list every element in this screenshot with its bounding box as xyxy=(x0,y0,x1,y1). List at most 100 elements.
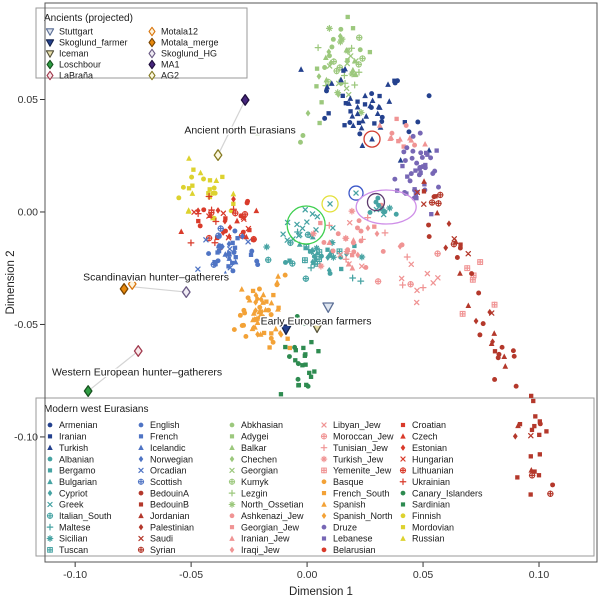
modern-legend-item: Estonian xyxy=(400,443,447,453)
modern-legend-item: Hungarian xyxy=(400,454,454,464)
cluster-northeast-europe xyxy=(176,155,237,221)
modern-legend-item: Czech xyxy=(400,432,438,442)
scatter-points xyxy=(176,14,556,498)
modern-legend-item: Basque xyxy=(321,477,364,487)
modern-legend-item: Tunisian_Jew xyxy=(320,443,388,453)
modern-legend-item: Lebanese xyxy=(321,534,373,544)
axes: -0.10 -0.05 0.00 0.05 0.10 0.05 0.00 -0.05 -0.10… xyxy=(5,2,598,598)
cluster-iberia-france xyxy=(231,272,292,351)
modern-legend-label: North_Ossetian xyxy=(241,500,304,510)
modern-legend-label: Sicilian xyxy=(59,534,88,544)
modern-legend-item: Spanish xyxy=(321,500,366,510)
ancient-sample-Iceman xyxy=(311,322,323,334)
x-axis-title: Dimension 1 xyxy=(289,586,353,598)
modern-legend-item: Georgian xyxy=(229,466,278,476)
x-tick-label: 0.05 xyxy=(413,569,434,581)
modern-legend-label: Turkish_Jew xyxy=(333,454,384,464)
modern-legend: Modern west EurasiansArmenianIranianTurk… xyxy=(35,397,595,557)
modern-legend-label: Estonian xyxy=(412,443,447,453)
modern-legend-label: French xyxy=(150,432,178,442)
modern-legend-label: Basque xyxy=(333,477,364,487)
ancient-sample-Stuttgart xyxy=(322,302,335,314)
modern-legend-label: Armenian xyxy=(59,420,98,430)
modern-legend-item: Bulgarian xyxy=(47,477,97,487)
annotation-shg: Scandinavian hunter–gatherers xyxy=(83,271,229,283)
ancients-legend-item: Skoglund_HG xyxy=(148,49,217,59)
modern-legend-item: Armenian xyxy=(47,420,98,430)
modern-legend-item: Maltese xyxy=(46,522,91,532)
modern-legend-item: Yemenite_Jew xyxy=(321,466,392,476)
modern-legend-label: Canary_Islanders xyxy=(412,488,483,498)
modern-legend-item: Ashkenazi_Jew xyxy=(229,511,304,521)
modern-legend-item: Georgian_Jew xyxy=(229,522,300,532)
ancient-sample-Loschbour xyxy=(83,385,93,397)
y-tick-label: 0.00 xyxy=(18,206,39,218)
ancients-legend-label: Skoglund_HG xyxy=(161,49,217,59)
modern-legend-label: Albanian xyxy=(59,454,94,464)
modern-legend-item: Moroccan_Jew xyxy=(320,432,394,442)
modern-legend-item: BedouinA xyxy=(138,488,189,498)
ancients-legend-label: Iceman xyxy=(59,49,89,59)
cluster-near-east-jews xyxy=(376,116,428,149)
modern-legend-item: Sicilian xyxy=(46,534,88,544)
modern-legend-label: Croatian xyxy=(412,420,446,430)
modern-legend-label: Palestinian xyxy=(150,522,194,532)
highlight-blue-circle xyxy=(348,185,364,201)
modern-legend-item: Jordanian xyxy=(138,511,190,521)
modern-legend-item: English xyxy=(138,420,180,430)
modern-legend-item: Finnish xyxy=(400,511,441,521)
cluster-north-african-jews xyxy=(374,250,441,306)
modern-legend-item: Orcadian xyxy=(138,466,187,476)
ancient-sample-Motala_merge xyxy=(119,282,129,295)
modern-legend-item: French xyxy=(138,432,178,442)
ancient-sample-MA1 xyxy=(240,94,250,106)
modern-legend-label: Lithuanian xyxy=(412,466,454,476)
ancients-legend-item: AG2 xyxy=(148,71,179,81)
modern-legend-label: BedouinB xyxy=(150,500,189,510)
modern-legend-item: Mordovian xyxy=(400,522,454,532)
modern-legend-item: Abkhasian xyxy=(229,420,283,430)
annotations: Ancient north Eurasians Scandinavian hunt… xyxy=(50,123,373,380)
modern-legend-item: Belarusian xyxy=(321,545,376,555)
cluster-mediterranean xyxy=(263,228,366,285)
cluster-jewish-diaspora xyxy=(309,202,405,271)
cluster-northwest-europe xyxy=(195,225,261,282)
x-tick-label: 0.00 xyxy=(297,569,318,581)
ancients-legend-item: Motala12 xyxy=(148,27,198,37)
modern-legend-item: Chechen xyxy=(229,454,277,464)
ancient-sample-Skoglund_farmer xyxy=(280,324,292,336)
modern-legend-item: North_Ossetian xyxy=(228,500,304,510)
y-tick-label: -0.10 xyxy=(14,431,38,443)
plot-panel-border xyxy=(44,2,598,563)
modern-legend-label: Iranian_Jew xyxy=(241,534,290,544)
ancients-legend-label: Stuttgart xyxy=(59,27,94,37)
cluster-caucasus-outliers xyxy=(255,120,322,145)
modern-legend-label: Iranian xyxy=(59,432,87,442)
cluster-greek xyxy=(280,206,336,243)
modern-legend-label: Maltese xyxy=(59,522,91,532)
highlight-red-circle xyxy=(363,130,381,148)
modern-legend-item: Russian xyxy=(400,534,445,544)
modern-legend-item: Cypriot xyxy=(47,488,88,498)
modern-legend-label: Mordovian xyxy=(412,522,454,532)
ancients-legend-label: Skoglund_farmer xyxy=(59,38,128,48)
modern-legend-label: Kumyk xyxy=(241,477,269,487)
y-axis-title: Dimension 2 xyxy=(5,251,17,315)
modern-legend-item: French_South xyxy=(321,488,390,498)
modern-legend-label: Jordanian xyxy=(150,511,190,521)
modern-legend-label: Cypriot xyxy=(59,488,88,498)
modern-legend-label: Russian xyxy=(412,534,445,544)
ancients-legend-title: Ancients (projected) xyxy=(44,13,133,24)
modern-legend-item: Balkar xyxy=(229,443,267,453)
modern-legend-label: Czech xyxy=(412,432,438,442)
modern-legend-label: Bulgarian xyxy=(59,477,97,487)
highlight-ellipses xyxy=(286,130,417,245)
modern-legend-item: Libyan_Jew xyxy=(321,420,381,430)
modern-legend-label: Chechen xyxy=(241,454,277,464)
modern-legend-label: Balkar xyxy=(241,443,267,453)
modern-legend-label: Icelandic xyxy=(150,443,186,453)
highlight-violet-ellipse xyxy=(355,189,417,225)
modern-legend-label: Hungarian xyxy=(412,454,454,464)
